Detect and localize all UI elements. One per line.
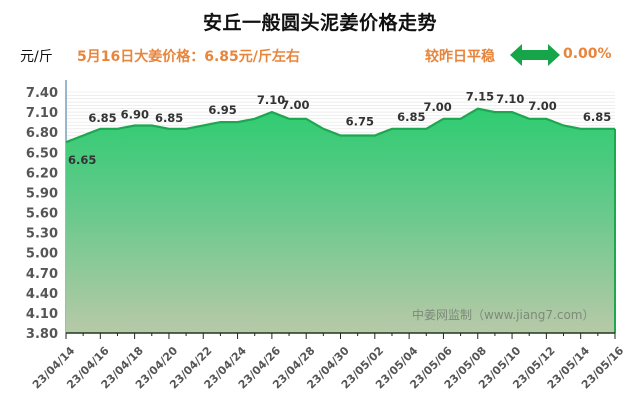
data-label: 7.15 [466,90,494,104]
data-label: 7.00 [423,100,451,114]
y-tick-label: 5.00 [26,247,58,262]
y-tick-label: 4.70 [26,267,58,282]
y-tick-label: 3.80 [26,327,58,342]
price-area [66,108,615,333]
data-label: 6.90 [121,107,149,121]
data-label: 6.95 [208,103,236,117]
y-tick-label: 6.80 [26,126,58,141]
change-percent: 0.00% [563,46,612,62]
y-axis: 7.40 7.10 6.80 6.50 6.20 5.90 5.60 5.30 5.00 4.70… [26,80,67,342]
y-tick-label: 6.20 [26,166,58,181]
data-label: 7.00 [281,98,309,112]
price-line [65,107,615,144]
data-label: 7.10 [257,93,285,107]
data-label: 7.00 [528,99,556,113]
unit-label: 元/斤 [20,49,53,65]
data-labels: 6.656.85 6.90 6.856.957.107.006.75 6.857.00… [68,90,611,167]
y-tick-label: 5.90 [26,186,58,201]
data-label: 6.85 [88,111,116,125]
data-label: 7.10 [496,92,524,106]
today-price-text: 5月16日大姜价格：6.85元/斤左右 [77,49,300,65]
compare-text: 较昨日平稳 [425,49,495,65]
data-label: 6.65 [68,153,96,167]
data-label: 6.85 [583,110,611,124]
y-tick-label: 5.30 [26,227,58,242]
y-tick-label: 4.10 [26,307,58,322]
y-tick-label: 7.40 [26,86,58,101]
y-tick-label: 5.60 [26,207,58,222]
y-tick-label: 4.40 [26,287,58,302]
chart-title: 安丘一般圆头泥姜价格走势 [202,12,437,34]
left-right-arrow-icon [510,44,560,66]
data-label: 6.75 [346,115,374,129]
y-tick-label: 7.10 [26,106,58,121]
data-label: 6.85 [155,111,183,125]
y-tick-label: 6.50 [26,146,58,161]
watermark: 中姜网监制（www.jiang7.com） [412,308,595,322]
data-label: 6.85 [397,110,425,124]
